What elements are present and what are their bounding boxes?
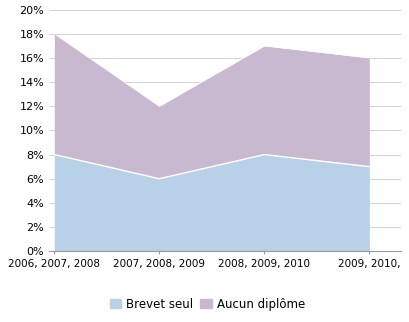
Legend: Brevet seul, Aucun diplôme: Brevet seul, Aucun diplôme — [105, 293, 310, 316]
